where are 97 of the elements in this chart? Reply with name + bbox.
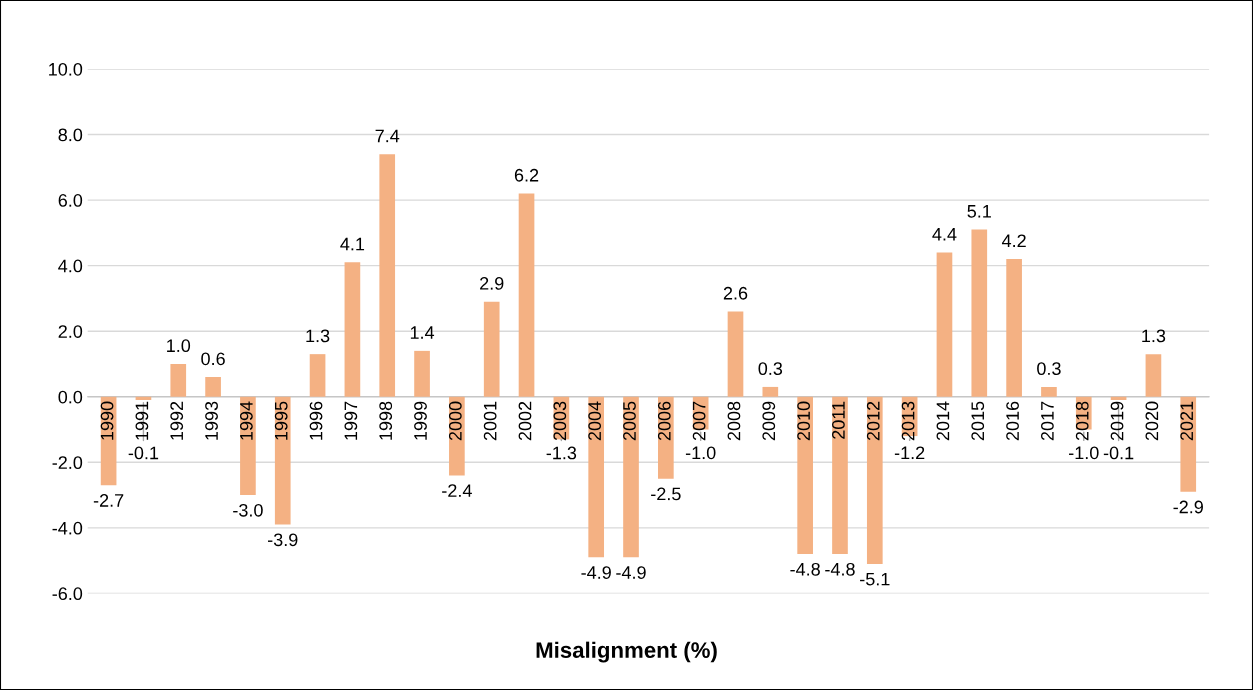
x-tick-label: 2021	[1180, 401, 1194, 441]
x-tick-label: 2002	[518, 401, 532, 441]
x-tick-label: 2020	[1145, 401, 1159, 441]
x-tick-label: 1997	[344, 401, 358, 440]
data-label: -2.5	[651, 487, 681, 501]
bar	[379, 154, 396, 397]
x-tick-label: 2006	[657, 401, 671, 441]
data-label: 0.3	[758, 362, 783, 376]
y-tick-label: 8.0	[58, 128, 83, 142]
data-label: 0.6	[201, 352, 225, 366]
data-label: -1.0	[685, 446, 716, 460]
y-tick-label: -6.0	[52, 587, 83, 601]
x-tick-label: 1998	[379, 401, 393, 440]
data-label: -2.9	[1173, 500, 1203, 514]
data-label: 7.4	[375, 129, 400, 143]
data-label: -0.1	[128, 446, 159, 460]
x-tick-label: 1992	[170, 401, 184, 440]
y-tick-label: 2.0	[58, 325, 83, 338]
y-tick-label: -4.0	[52, 521, 83, 535]
data-label: 2.9	[480, 277, 504, 290]
bar	[1145, 354, 1162, 397]
data-label: 4.1	[340, 237, 365, 251]
data-label: -4.9	[616, 566, 646, 579]
x-tick-label: 2014	[936, 401, 950, 441]
y-tick-label: 0.0	[58, 390, 83, 404]
bar	[309, 354, 326, 397]
x-tick-label: 1990	[100, 401, 114, 440]
bar	[588, 396, 605, 558]
data-label: 5.1	[967, 205, 991, 218]
x-tick-label: 2000	[448, 401, 462, 441]
data-label: 2.6	[723, 286, 748, 300]
x-tick-label: 2004	[588, 401, 602, 441]
x-tick-label: 1994	[239, 401, 253, 440]
bar	[866, 396, 883, 564]
data-label: -0.1	[1103, 446, 1134, 460]
bar	[274, 396, 291, 525]
data-label: -1.2	[894, 446, 925, 460]
x-tick-label: 2012	[866, 401, 880, 441]
x-tick-label: 2011	[832, 401, 845, 439]
bar	[1006, 259, 1022, 397]
data-label: -4.8	[790, 562, 820, 576]
x-tick-label: 1993	[205, 401, 218, 440]
y-tick-label: -2.0	[52, 456, 83, 470]
data-label: -4.8	[825, 562, 855, 576]
x-tick-label: 2009	[762, 401, 776, 441]
bar	[518, 193, 535, 397]
x-tick-label: 2013	[901, 401, 915, 441]
bar	[240, 396, 256, 496]
data-label: 1.4	[410, 326, 435, 339]
data-label: 1.0	[167, 339, 191, 353]
data-label: -3.0	[233, 503, 263, 517]
x-tick-label: 2019	[1110, 401, 1124, 441]
x-tick-label: 2003	[553, 401, 567, 441]
x-tick-label: 1996	[309, 401, 323, 440]
data-label: -2.4	[442, 484, 472, 497]
bar	[971, 229, 988, 397]
bar	[1041, 386, 1057, 397]
bar	[727, 311, 744, 397]
data-label: 0.3	[1037, 362, 1061, 376]
y-tick-label: 10.0	[49, 62, 83, 76]
data-label: -3.9	[267, 533, 298, 547]
data-label: 1.3	[306, 329, 330, 343]
y-tick-label: 6.0	[58, 194, 83, 207]
x-tick-label: 2005	[623, 401, 636, 441]
bar	[797, 396, 813, 555]
x-tick-label: 1991	[135, 401, 149, 440]
x-tick-label: 2016	[1006, 401, 1019, 441]
bar	[205, 377, 221, 397]
x-tick-label: 2018	[1075, 401, 1089, 441]
x-tick-label: 1999	[414, 401, 427, 440]
bar	[414, 350, 430, 397]
text: Misalignment (%)	[536, 641, 717, 663]
x-tick-label: 1995	[274, 401, 288, 440]
bar	[483, 301, 500, 397]
bar	[170, 363, 187, 397]
y-tick-label: 4.0	[58, 259, 83, 273]
data-label: -5.1	[860, 572, 890, 586]
bar	[344, 262, 361, 397]
data-label: 4.4	[932, 228, 957, 241]
data-label: 1.3	[1142, 329, 1166, 343]
data-label: -1.3	[546, 446, 577, 460]
x-tick-label: 2017	[1041, 401, 1054, 441]
x-tick-label: 2008	[727, 401, 741, 441]
data-label: -2.7	[93, 494, 124, 507]
bar	[1180, 396, 1197, 492]
data-label: 6.2	[514, 168, 539, 182]
x-tick-label: 2007	[692, 401, 706, 441]
x-tick-label: 2010	[797, 401, 810, 441]
bar	[832, 396, 848, 555]
x-tick-label: 2015	[971, 401, 985, 441]
bar	[936, 252, 953, 397]
data-label: -1.0	[1069, 446, 1099, 460]
data-label: 4.2	[1001, 234, 1026, 248]
bar	[623, 396, 639, 558]
x-tick-label: 2001	[483, 401, 497, 441]
bar	[762, 386, 779, 397]
data-label: -4.9	[581, 566, 611, 579]
